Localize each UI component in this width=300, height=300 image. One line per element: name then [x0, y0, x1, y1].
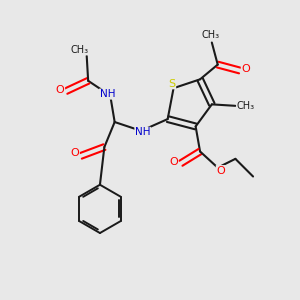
Text: CH₃: CH₃: [201, 30, 219, 40]
Text: O: O: [241, 64, 250, 74]
Text: NH: NH: [100, 89, 115, 99]
Text: S: S: [169, 79, 176, 89]
Text: NH: NH: [135, 127, 150, 137]
Text: O: O: [70, 148, 79, 158]
Text: CH₃: CH₃: [237, 101, 255, 111]
Text: CH₃: CH₃: [70, 45, 88, 55]
Text: O: O: [216, 166, 225, 176]
Text: O: O: [56, 85, 64, 94]
Text: O: O: [169, 157, 178, 167]
